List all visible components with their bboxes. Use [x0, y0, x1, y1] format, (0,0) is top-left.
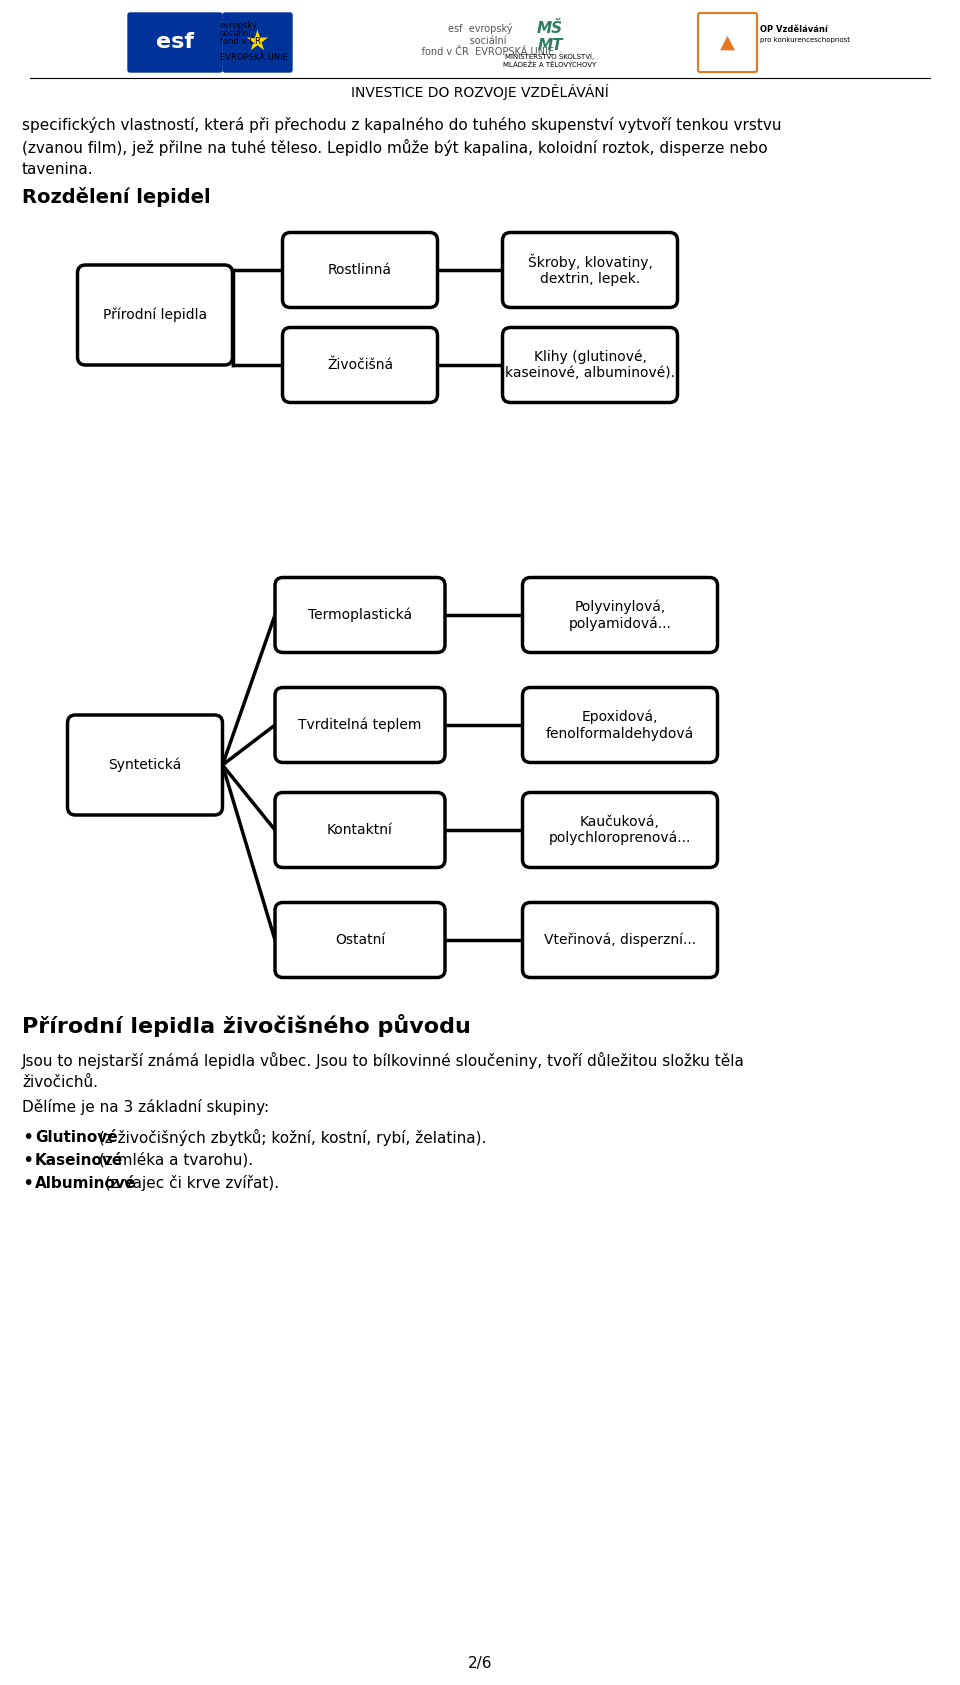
FancyBboxPatch shape — [522, 687, 717, 763]
Text: živočichů.: živočichů. — [22, 1075, 98, 1090]
FancyBboxPatch shape — [502, 233, 678, 307]
Text: Dělíme je na 3 základní skupiny:: Dělíme je na 3 základní skupiny: — [22, 1099, 269, 1115]
FancyBboxPatch shape — [522, 792, 717, 868]
FancyBboxPatch shape — [67, 714, 223, 816]
Text: Syntetická: Syntetická — [108, 758, 181, 772]
Text: EVROPSKÁ UNIE: EVROPSKÁ UNIE — [220, 52, 288, 61]
Text: INVESTICE DO ROZVOJE VZDĚLÁVÁNÍ: INVESTICE DO ROZVOJE VZDĚLÁVÁNÍ — [351, 84, 609, 99]
Text: esf: esf — [156, 32, 194, 52]
Text: (zvanou film), jež přilne na tuhé těleso. Lepidlo může být kapalina, koloidní ro: (zvanou film), jež přilne na tuhé těleso… — [22, 138, 768, 155]
Text: esf  evropský
     sociální
     fond v ČR  EVROPSKÁ UNIE: esf evropský sociální fond v ČR EVROPSKÁ… — [406, 24, 554, 57]
Text: Rostlinná: Rostlinná — [328, 263, 392, 276]
Text: Polyvinylová,
polyamidová...: Polyvinylová, polyamidová... — [568, 600, 671, 630]
FancyBboxPatch shape — [282, 327, 438, 403]
Text: Tvrditelná teplem: Tvrditelná teplem — [299, 718, 421, 733]
FancyBboxPatch shape — [522, 903, 717, 977]
FancyBboxPatch shape — [275, 903, 445, 977]
Text: Škroby, klovatiny,
dextrin, lepek.: Škroby, klovatiny, dextrin, lepek. — [528, 254, 653, 286]
Text: •: • — [22, 1173, 34, 1193]
FancyBboxPatch shape — [698, 13, 757, 72]
Text: Přírodní lepidla živočišného původu: Přírodní lepidla živočišného původu — [22, 1013, 470, 1036]
FancyBboxPatch shape — [275, 578, 445, 652]
FancyBboxPatch shape — [275, 687, 445, 763]
FancyBboxPatch shape — [282, 233, 438, 307]
Text: tavenina.: tavenina. — [22, 162, 94, 177]
Text: Kaučuková,
polychloroprenová...: Kaučuková, polychloroprenová... — [549, 814, 691, 846]
Text: pro konkurenceschopnost: pro konkurenceschopnost — [760, 37, 850, 44]
Text: Klihy (glutinové,
kaseinové, albuminové).: Klihy (glutinové, kaseinové, albuminové)… — [505, 350, 675, 381]
Text: OP Vzdělávání: OP Vzdělávání — [760, 25, 828, 34]
Text: Kaseinové: Kaseinové — [35, 1153, 123, 1168]
Text: Přírodní lepidla: Přírodní lepidla — [103, 308, 207, 322]
Text: Glutinové: Glutinové — [35, 1129, 118, 1144]
FancyBboxPatch shape — [128, 13, 222, 72]
Text: MŠ
MT: MŠ MT — [537, 20, 564, 54]
Text: •: • — [22, 1127, 34, 1146]
Text: fond v ČR: fond v ČR — [220, 37, 261, 45]
Text: Termoplastická: Termoplastická — [308, 608, 412, 622]
Text: (z mléka a tvarohu).: (z mléka a tvarohu). — [93, 1153, 252, 1168]
Text: •: • — [22, 1151, 34, 1169]
Text: 2/6: 2/6 — [468, 1655, 492, 1670]
FancyBboxPatch shape — [223, 13, 292, 72]
Text: Živočišná: Živočišná — [327, 357, 393, 372]
Text: Ostatní: Ostatní — [335, 933, 385, 947]
Text: Kontaktní: Kontaktní — [327, 822, 393, 837]
Text: (z vajec či krve zvířat).: (z vajec či krve zvířat). — [100, 1174, 279, 1191]
FancyBboxPatch shape — [522, 578, 717, 652]
Text: sociální: sociální — [220, 29, 252, 37]
Text: Jsou to nejstarší známá lepidla vůbec. Jsou to bílkovinné sloučeniny, tvoří důle: Jsou to nejstarší známá lepidla vůbec. J… — [22, 1051, 745, 1068]
FancyBboxPatch shape — [502, 327, 678, 403]
FancyBboxPatch shape — [275, 792, 445, 868]
Text: ★: ★ — [245, 29, 270, 56]
Text: specifických vlastností, která při přechodu z kapalného do tuhého skupenství vyt: specifických vlastností, která při přech… — [22, 116, 781, 133]
Text: evropský: evropský — [220, 20, 258, 30]
Text: Rozdělení lepidel: Rozdělení lepidel — [22, 187, 210, 207]
Text: Albuminové: Albuminové — [35, 1176, 136, 1191]
Text: Epoxidová,
fenolformaldehydová: Epoxidová, fenolformaldehydová — [546, 709, 694, 741]
Text: ▲: ▲ — [719, 32, 734, 52]
Text: Vteřinová, disperzní...: Vteřinová, disperzní... — [544, 933, 696, 947]
FancyBboxPatch shape — [78, 265, 232, 366]
Text: MINISTERSTVO ŠKOLSTVÍ,
MLÁDEŽE A TĚLOVÝCHOVY: MINISTERSTVO ŠKOLSTVÍ, MLÁDEŽE A TĚLOVÝC… — [503, 52, 596, 67]
Text: (z živočišných zbytků; kožní, kostní, rybí, želatina).: (z živočišných zbytků; kožní, kostní, ry… — [93, 1129, 486, 1146]
